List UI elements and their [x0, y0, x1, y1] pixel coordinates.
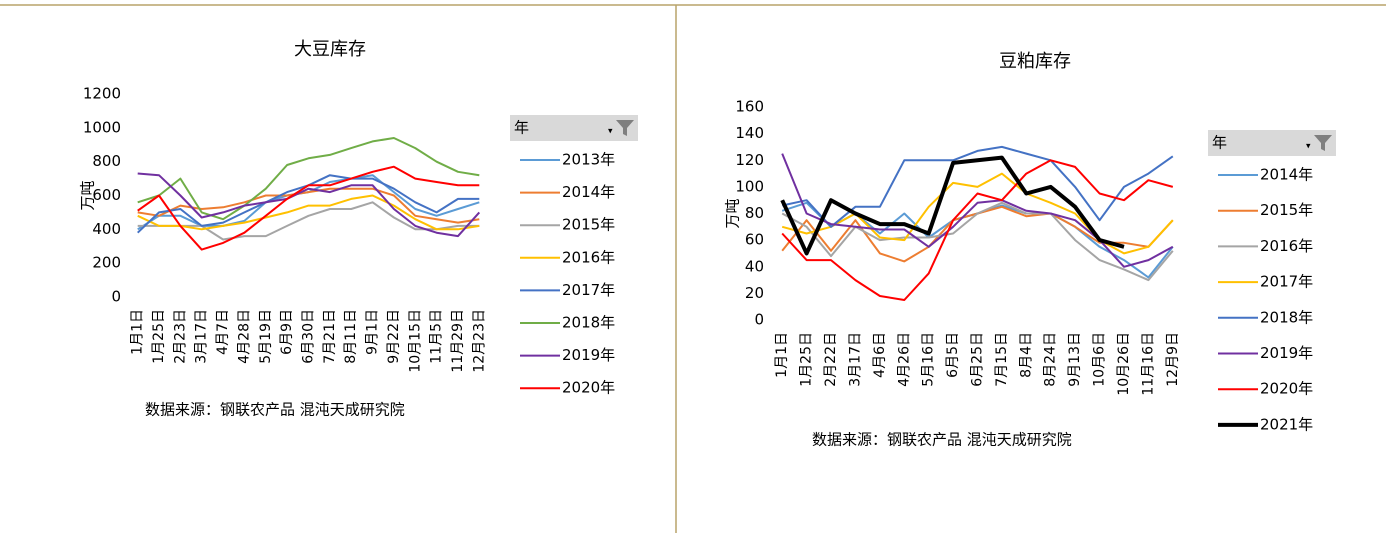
y-tick-label: 400 — [92, 220, 121, 238]
legend-label: 2021年 — [1260, 415, 1313, 433]
series-line — [781, 172, 1174, 255]
chart-title: 大豆库存 — [294, 39, 366, 60]
legend-label: 2015年 — [562, 216, 615, 234]
legend-label: 2020年 — [562, 379, 615, 397]
series-line — [137, 201, 480, 241]
x-tick-label: 8月11日 — [343, 309, 359, 364]
series-line — [781, 159, 1174, 301]
x-tick-label: 11月5日 — [429, 309, 445, 364]
series-line — [781, 201, 1174, 282]
legend-title: 年 — [1212, 134, 1227, 152]
series-line — [137, 165, 480, 251]
x-tick-label: 9月13日 — [1067, 332, 1083, 387]
y-tick-label: 200 — [92, 254, 121, 272]
x-tick-label: 1月1日 — [130, 309, 146, 355]
x-tick-label: 3月17日 — [847, 332, 863, 387]
legend-label: 2017年 — [562, 281, 615, 299]
series-line — [780, 155, 1125, 256]
filter-icon — [616, 120, 634, 136]
legend-label: 2016年 — [1260, 237, 1313, 255]
x-tick-label: 6月30日 — [301, 309, 317, 364]
x-tick-label: 2月23日 — [172, 309, 188, 364]
x-tick-label: 2月22日 — [823, 332, 839, 387]
x-tick-label: 10月26日 — [1116, 332, 1132, 396]
x-tick-label: 12月9日 — [1165, 332, 1181, 387]
x-tick-label: 9月22日 — [386, 309, 402, 364]
x-tick-label: 5月19日 — [258, 309, 274, 364]
x-tick-label: 4月28日 — [236, 309, 252, 364]
dropdown-icon: ▾ — [608, 127, 613, 137]
series-line — [137, 194, 480, 231]
series-line — [137, 172, 481, 238]
x-tick-label: 10月15日 — [407, 309, 423, 373]
x-tick-label: 6月25日 — [970, 332, 986, 387]
legend-label: 2015年 — [1260, 201, 1313, 219]
y-tick-label: 1200 — [83, 85, 121, 103]
legend-title: 年 — [514, 119, 529, 137]
x-tick-label: 8月4日 — [1018, 332, 1034, 378]
y-tick-label: 0 — [754, 311, 764, 329]
x-tick-label: 6月5日 — [945, 332, 961, 378]
y-axis-label: 万吨 — [79, 180, 97, 210]
legend-label: 2016年 — [562, 248, 615, 266]
legend-header — [510, 115, 638, 141]
y-tick-label: 20 — [745, 284, 764, 302]
x-tick-label: 9月1日 — [365, 309, 381, 355]
filter-icon — [1314, 135, 1332, 151]
x-tick-label: 3月17日 — [194, 309, 210, 364]
legend-label: 2019年 — [562, 346, 615, 364]
y-tick-label: 800 — [92, 152, 121, 170]
x-tick-label: 4月26日 — [896, 332, 912, 387]
legend-label: 2018年 — [562, 314, 615, 332]
y-tick-label: 600 — [92, 186, 121, 204]
x-tick-label: 10月6日 — [1092, 332, 1108, 387]
dropdown-icon: ▾ — [1306, 142, 1311, 152]
x-tick-label: 5月16日 — [921, 332, 937, 387]
chart-title: 豆粕库存 — [999, 51, 1071, 72]
x-tick-label: 7月21日 — [322, 309, 338, 364]
x-tick-label: 8月24日 — [1043, 332, 1059, 387]
legend-header — [1208, 130, 1336, 156]
series-line — [781, 205, 1174, 263]
series-line — [137, 187, 480, 224]
x-tick-label: 11月16日 — [1140, 332, 1156, 396]
y-tick-label: 140 — [735, 124, 764, 142]
x-tick-label: 11月29日 — [450, 309, 466, 373]
y-tick-label: 80 — [745, 204, 764, 222]
series-line — [781, 145, 1174, 228]
x-tick-label: 1月25日 — [151, 309, 167, 364]
x-tick-label: 1月1日 — [774, 332, 790, 378]
series-line — [137, 174, 480, 231]
x-tick-label: 6月9日 — [279, 309, 295, 355]
y-tick-label: 160 — [735, 98, 764, 116]
x-tick-label: 4月7日 — [215, 309, 231, 355]
x-tick-label: 1月25日 — [799, 332, 815, 387]
y-tick-label: 40 — [745, 257, 764, 275]
legend-label: 2020年 — [1260, 380, 1313, 398]
series-line — [781, 153, 1174, 268]
source-note: 数据来源：钢联农产品 混沌天成研究院 — [812, 431, 1072, 449]
legend-label: 2019年 — [1260, 344, 1313, 362]
x-tick-label: 4月6日 — [872, 332, 888, 378]
legend-label: 2014年 — [562, 183, 615, 201]
x-tick-label: 12月23日 — [471, 309, 487, 373]
y-axis-label: 万吨 — [724, 198, 742, 228]
series-line — [137, 137, 480, 221]
x-tick-label: 7月15日 — [994, 332, 1010, 387]
y-tick-label: 0 — [111, 288, 121, 306]
legend-label: 2018年 — [1260, 308, 1313, 326]
legend-label: 2014年 — [1260, 166, 1313, 184]
legend-label: 2017年 — [1260, 273, 1313, 291]
y-tick-label: 100 — [735, 177, 764, 195]
legend-label: 2013年 — [562, 151, 615, 169]
source-note: 数据来源：钢联农产品 混沌天成研究院 — [145, 401, 405, 419]
y-tick-label: 60 — [745, 231, 764, 249]
y-tick-label: 120 — [735, 151, 764, 169]
y-tick-label: 1000 — [83, 118, 121, 136]
